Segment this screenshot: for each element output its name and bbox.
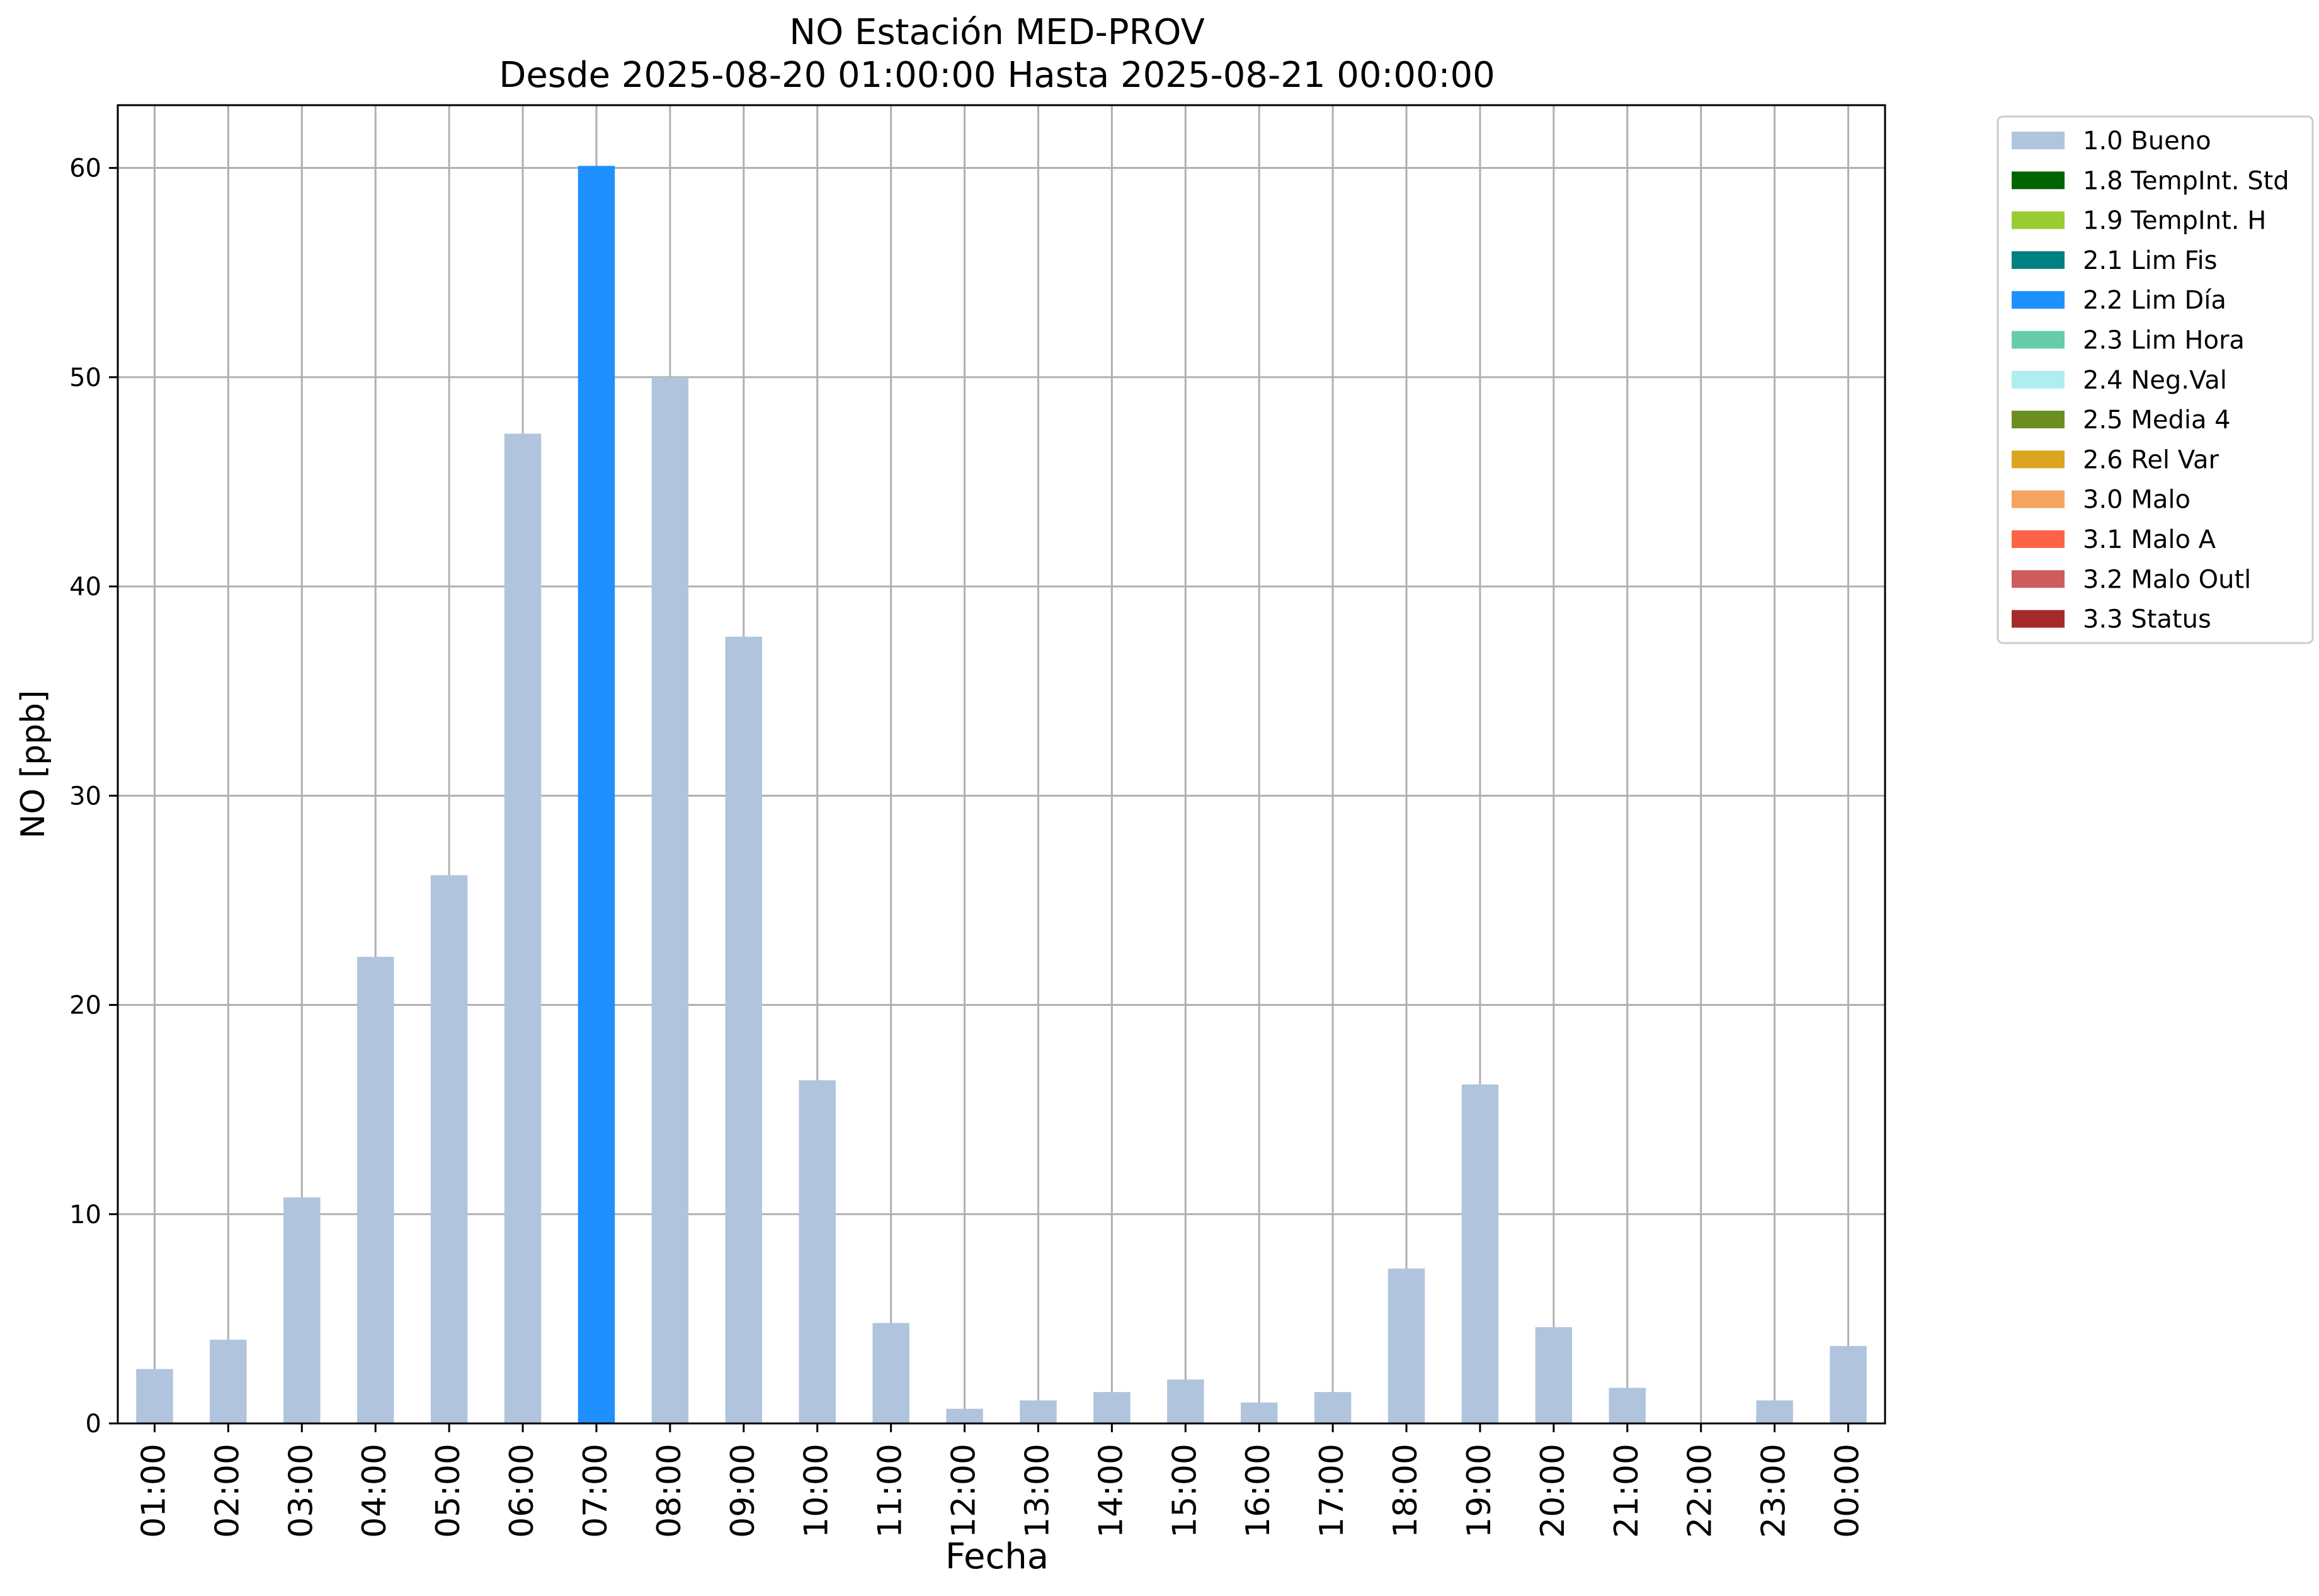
y-axis-ticks: 0 10 20 30 40 50 60 bbox=[69, 154, 118, 1439]
bars bbox=[136, 166, 1867, 1423]
bar-1400 bbox=[1093, 1392, 1131, 1423]
legend-entry: 1.9 TempInt. H bbox=[2083, 207, 2266, 236]
chart-title: NO Estación MED-PROV bbox=[789, 12, 1205, 53]
legend-entry: 1.0 Bueno bbox=[2083, 127, 2211, 156]
bar-2100 bbox=[1609, 1388, 1646, 1423]
bar-1000 bbox=[799, 1080, 836, 1423]
bar-0700 bbox=[578, 166, 615, 1423]
y-axis-label: NO [ppb] bbox=[14, 690, 52, 839]
x-tick-label: 17:00 bbox=[1313, 1444, 1351, 1538]
bar-1500 bbox=[1167, 1379, 1204, 1423]
bar-0800 bbox=[651, 377, 689, 1423]
x-tick-label: 02:00 bbox=[208, 1444, 246, 1538]
bar-2300 bbox=[1756, 1400, 1793, 1423]
legend: 1.0 Bueno 1.8 TempInt. Std 1.9 TempInt. H 2… bbox=[1997, 115, 2314, 644]
x-tick-label: 16:00 bbox=[1239, 1444, 1277, 1538]
y-tick-label: 40 bbox=[69, 573, 101, 601]
y-tick-label: 10 bbox=[69, 1200, 101, 1229]
x-tick-label: 00:00 bbox=[1829, 1444, 1867, 1538]
x-tick-label: 13:00 bbox=[1018, 1444, 1056, 1538]
legend-entry: 2.1 Lim Fis bbox=[2083, 246, 2217, 275]
legend-swatch bbox=[2012, 331, 2065, 349]
legend-entry: 3.3 Status bbox=[2083, 605, 2211, 634]
legend-swatch bbox=[2012, 171, 2065, 190]
x-tick-label: 15:00 bbox=[1166, 1444, 1204, 1538]
x-tick-label: 06:00 bbox=[503, 1444, 541, 1538]
legend-swatch bbox=[2012, 450, 2065, 469]
legend-swatch bbox=[2012, 411, 2065, 429]
bar-0900 bbox=[725, 636, 763, 1423]
legend-swatch bbox=[2012, 211, 2065, 229]
bar-1300 bbox=[1020, 1400, 1057, 1423]
bar-0500 bbox=[430, 875, 468, 1423]
x-tick-label: 09:00 bbox=[724, 1444, 762, 1538]
legend-swatch bbox=[2012, 370, 2065, 389]
legend-frame bbox=[1997, 115, 2314, 644]
bar-1800 bbox=[1387, 1268, 1425, 1423]
bar-2000 bbox=[1535, 1327, 1573, 1423]
x-tick-label: 14:00 bbox=[1092, 1444, 1130, 1538]
bar-1200 bbox=[946, 1408, 983, 1423]
bar-1600 bbox=[1240, 1402, 1278, 1423]
y-tick-label: 50 bbox=[69, 363, 101, 392]
legend-entry: 2.6 Rel Var bbox=[2083, 445, 2219, 474]
plot-frame bbox=[117, 104, 1886, 1425]
legend-swatch bbox=[2012, 132, 2065, 149]
y-tick-label: 0 bbox=[86, 1410, 101, 1439]
legend-swatch bbox=[2012, 570, 2065, 588]
x-tick-label: 08:00 bbox=[651, 1444, 688, 1538]
legend-entry: 3.0 Malo bbox=[2083, 486, 2191, 515]
chart-subtitle: Desde 2025-08-20 01:00:00 Hasta 2025-08-… bbox=[499, 55, 1495, 96]
x-axis-label: Fecha bbox=[945, 1536, 1049, 1577]
y-tick-label: 60 bbox=[69, 154, 101, 183]
legend-swatch bbox=[2012, 530, 2065, 548]
x-tick-label: 10:00 bbox=[798, 1444, 836, 1538]
x-tick-label: 21:00 bbox=[1608, 1444, 1646, 1538]
x-tick-label: 05:00 bbox=[430, 1444, 467, 1538]
bar-0600 bbox=[504, 433, 542, 1423]
bar-1700 bbox=[1314, 1392, 1352, 1423]
bar-0100 bbox=[136, 1369, 173, 1423]
legend-swatch bbox=[2012, 610, 2065, 628]
bar-1900 bbox=[1461, 1084, 1499, 1423]
bar-0400 bbox=[356, 957, 394, 1423]
x-tick-label: 12:00 bbox=[945, 1444, 983, 1538]
x-tick-label: 07:00 bbox=[577, 1444, 615, 1538]
x-tick-label: 19:00 bbox=[1461, 1444, 1498, 1538]
bar-0300 bbox=[283, 1197, 321, 1423]
legend-entry: 3.1 Malo A bbox=[2083, 525, 2216, 554]
x-tick-label: 01:00 bbox=[135, 1444, 173, 1538]
x-axis-ticks: 01:00 02:00 03:00 04:00 05:00 06:00 07:00 08:00… bbox=[135, 1423, 1867, 1538]
bar-1100 bbox=[872, 1323, 909, 1423]
legend-entry: 2.4 Neg.Val bbox=[2083, 366, 2227, 395]
y-tick-label: 20 bbox=[69, 991, 101, 1020]
y-tick-label: 30 bbox=[69, 782, 101, 811]
legend-entry: 2.5 Media 4 bbox=[2083, 406, 2231, 435]
bar-0000 bbox=[1830, 1346, 1867, 1423]
legend-entry: 2.2 Lim Día bbox=[2083, 286, 2226, 315]
x-tick-label: 11:00 bbox=[872, 1444, 909, 1538]
x-tick-label: 04:00 bbox=[356, 1444, 394, 1538]
legend-entry: 3.2 Malo Outl bbox=[2083, 565, 2251, 594]
x-tick-label: 22:00 bbox=[1682, 1444, 1719, 1538]
legend-entry: 2.3 Lim Hora bbox=[2083, 326, 2245, 355]
x-tick-label: 03:00 bbox=[282, 1444, 320, 1538]
legend-swatch bbox=[2012, 291, 2065, 309]
legend-swatch bbox=[2012, 251, 2065, 269]
legend-swatch bbox=[2012, 490, 2065, 508]
x-tick-label: 23:00 bbox=[1755, 1444, 1793, 1538]
legend-entry: 1.8 TempInt. Std bbox=[2083, 166, 2289, 195]
bar-0200 bbox=[210, 1340, 247, 1423]
x-tick-label: 18:00 bbox=[1387, 1444, 1425, 1538]
x-tick-label: 20:00 bbox=[1534, 1444, 1572, 1538]
